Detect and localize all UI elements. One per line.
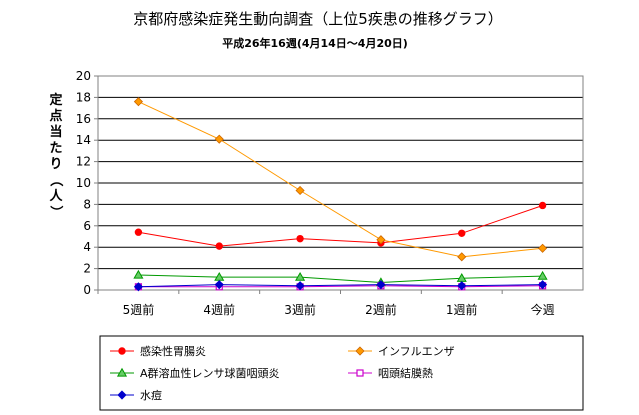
- series-markers: [133, 97, 548, 292]
- y-gridlines: [98, 96, 583, 270]
- data-point: [214, 134, 224, 144]
- y-tick-label: 4: [83, 240, 91, 254]
- x-tick-label: 3週前: [284, 302, 316, 317]
- legend-swatch-marker: [116, 367, 128, 377]
- y-tick-label: 16: [76, 112, 91, 126]
- data-point: [538, 243, 548, 253]
- x-tick-label: 2週前: [365, 302, 397, 317]
- data-point: [376, 280, 386, 290]
- x-tick-label: 5週前: [123, 302, 155, 317]
- data-point: [296, 234, 304, 243]
- y-tick-label: 0: [83, 283, 91, 297]
- y-axis-title-char: ）: [48, 205, 64, 218]
- x-tick-label: 今週: [531, 302, 555, 317]
- y-tick-label: 8: [83, 197, 91, 211]
- y-axis-title-char: 点: [49, 108, 62, 124]
- legend-label: 咽頭結膜熱: [378, 366, 433, 380]
- data-point: [457, 281, 467, 291]
- data-point: [215, 242, 223, 250]
- data-point: [458, 229, 466, 237]
- legend-swatch-marker: [355, 346, 365, 356]
- chart-title: 京都府感染症発生動向調査（上位5疾患の推移グラフ）: [133, 10, 503, 28]
- data-point: [538, 280, 548, 290]
- data-point: [214, 280, 224, 290]
- y-tick-label: 6: [83, 219, 91, 233]
- chart-subtitle: 平成26年16週(4月14日～4月20日): [222, 36, 408, 50]
- data-point: [134, 228, 143, 236]
- series-line: [138, 274, 543, 284]
- y-axis-title-char: 定: [48, 92, 62, 108]
- legend-swatch-marker: [117, 390, 127, 400]
- data-point: [295, 185, 305, 196]
- legend-label: 感染性胃腸炎: [140, 344, 206, 358]
- y-tick-label: 2: [83, 262, 91, 276]
- y-axis-title-char: た: [49, 141, 62, 156]
- y-axis-ticks: 0 2 4 6 8 10 12 14 16 18 20: [76, 69, 98, 297]
- y-tick-label: 14: [76, 133, 91, 147]
- y-tick-label: 18: [76, 90, 91, 104]
- y-axis-title-char: 当: [49, 124, 62, 140]
- x-tick-label: 4週前: [203, 302, 235, 317]
- series-line: [138, 101, 543, 258]
- legend-label: A群溶血性レンサ球菌咽頭炎: [140, 366, 280, 380]
- x-axis-ticks: 5週前 4週前 3週前 2週前 1週前 今週: [97, 290, 555, 317]
- x-tick-label: 1週前: [446, 302, 478, 317]
- series-line: [138, 285, 543, 288]
- y-tick-label: 10: [76, 176, 91, 190]
- y-tick-label: 20: [76, 69, 91, 83]
- legend-swatch-marker: [118, 347, 126, 355]
- data-point: [133, 97, 143, 107]
- data-point: [295, 281, 305, 291]
- data-point: [295, 271, 306, 281]
- legend-swatch-marker: [356, 369, 364, 377]
- y-axis-title-char: り: [49, 157, 62, 172]
- data-point: [133, 282, 143, 292]
- legend-label: 水痘: [140, 388, 162, 402]
- y-axis-title-char: （: [48, 173, 64, 186]
- data-point: [457, 252, 467, 262]
- data-point: [538, 201, 547, 210]
- data-point: [133, 269, 144, 279]
- series-line: [138, 284, 543, 288]
- series-lines: [138, 101, 543, 288]
- legend: [99, 335, 584, 411]
- series-line: [138, 204, 543, 247]
- y-axis-title-char: 人: [49, 188, 63, 204]
- data-point: [376, 235, 386, 245]
- y-tick-label: 12: [76, 155, 91, 169]
- legend-label: インフルエンザ: [378, 345, 455, 358]
- data-point: [537, 270, 548, 280]
